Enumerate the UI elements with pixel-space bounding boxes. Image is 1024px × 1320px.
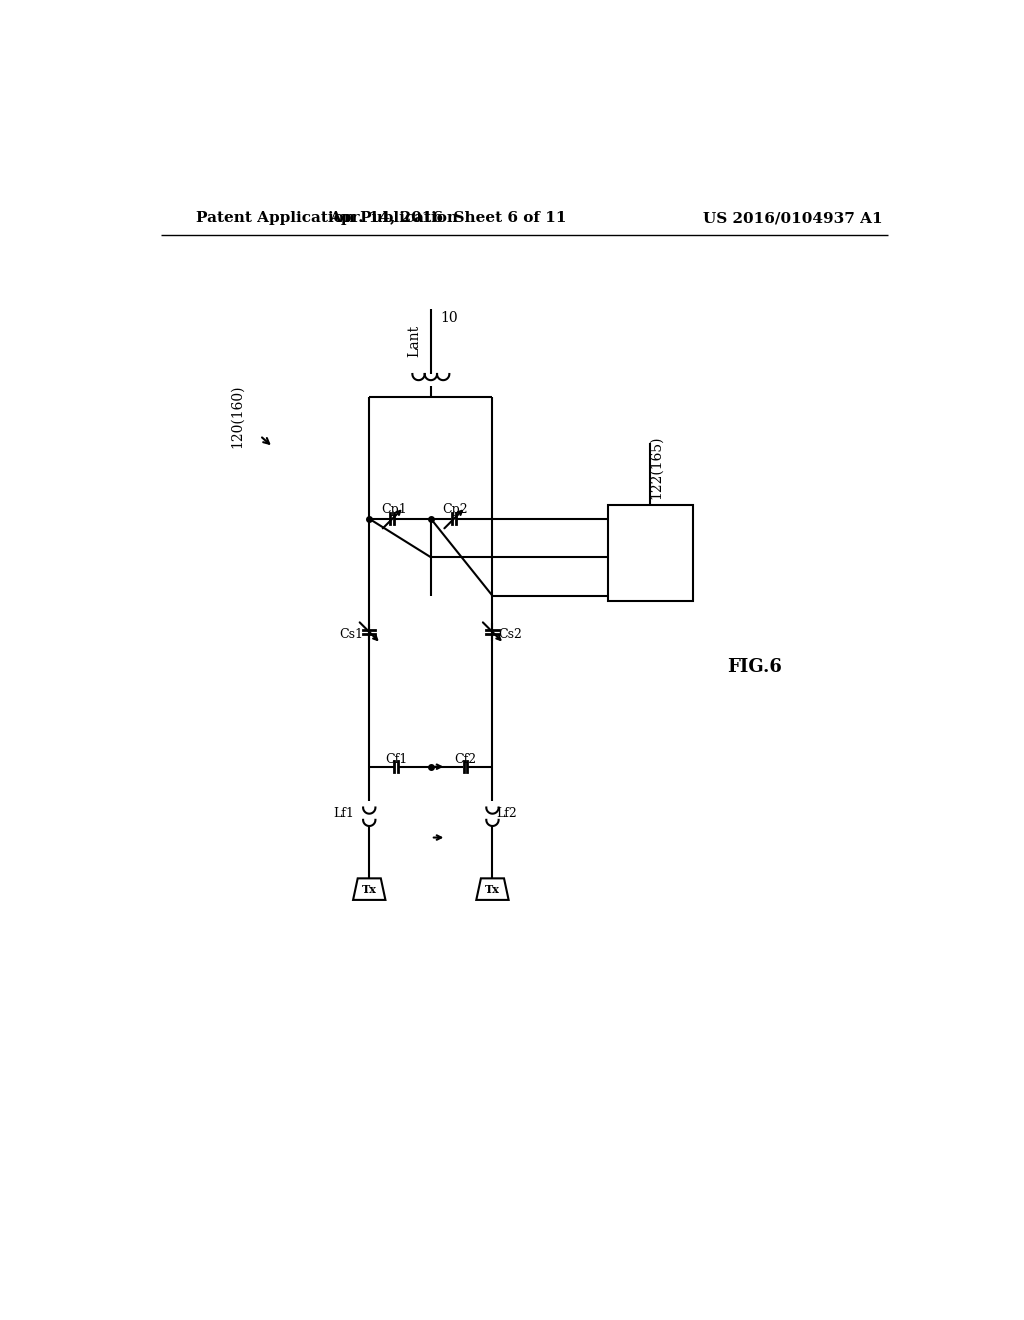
Text: Lf1: Lf1 bbox=[333, 807, 354, 820]
Text: Lant: Lant bbox=[408, 325, 422, 356]
Text: Patent Application Publication: Patent Application Publication bbox=[196, 211, 458, 226]
Text: Cp2: Cp2 bbox=[442, 503, 468, 516]
Text: Tx: Tx bbox=[361, 883, 377, 895]
Bar bbox=[608, 506, 692, 601]
Text: FIG.6: FIG.6 bbox=[727, 657, 781, 676]
Text: 120(160): 120(160) bbox=[229, 384, 244, 447]
Text: Cs1: Cs1 bbox=[339, 628, 364, 640]
Text: 122(165): 122(165) bbox=[649, 436, 664, 499]
Text: Cp1: Cp1 bbox=[381, 503, 407, 516]
Text: Cs2: Cs2 bbox=[499, 628, 522, 640]
Text: Apr. 14, 2016  Sheet 6 of 11: Apr. 14, 2016 Sheet 6 of 11 bbox=[329, 211, 566, 226]
Text: 10: 10 bbox=[440, 310, 458, 325]
Text: Cf2: Cf2 bbox=[455, 752, 476, 766]
Text: US 2016/0104937 A1: US 2016/0104937 A1 bbox=[702, 211, 883, 226]
Text: Cf1: Cf1 bbox=[385, 752, 408, 766]
Text: Lf2: Lf2 bbox=[497, 807, 517, 820]
Text: Tx: Tx bbox=[485, 883, 500, 895]
